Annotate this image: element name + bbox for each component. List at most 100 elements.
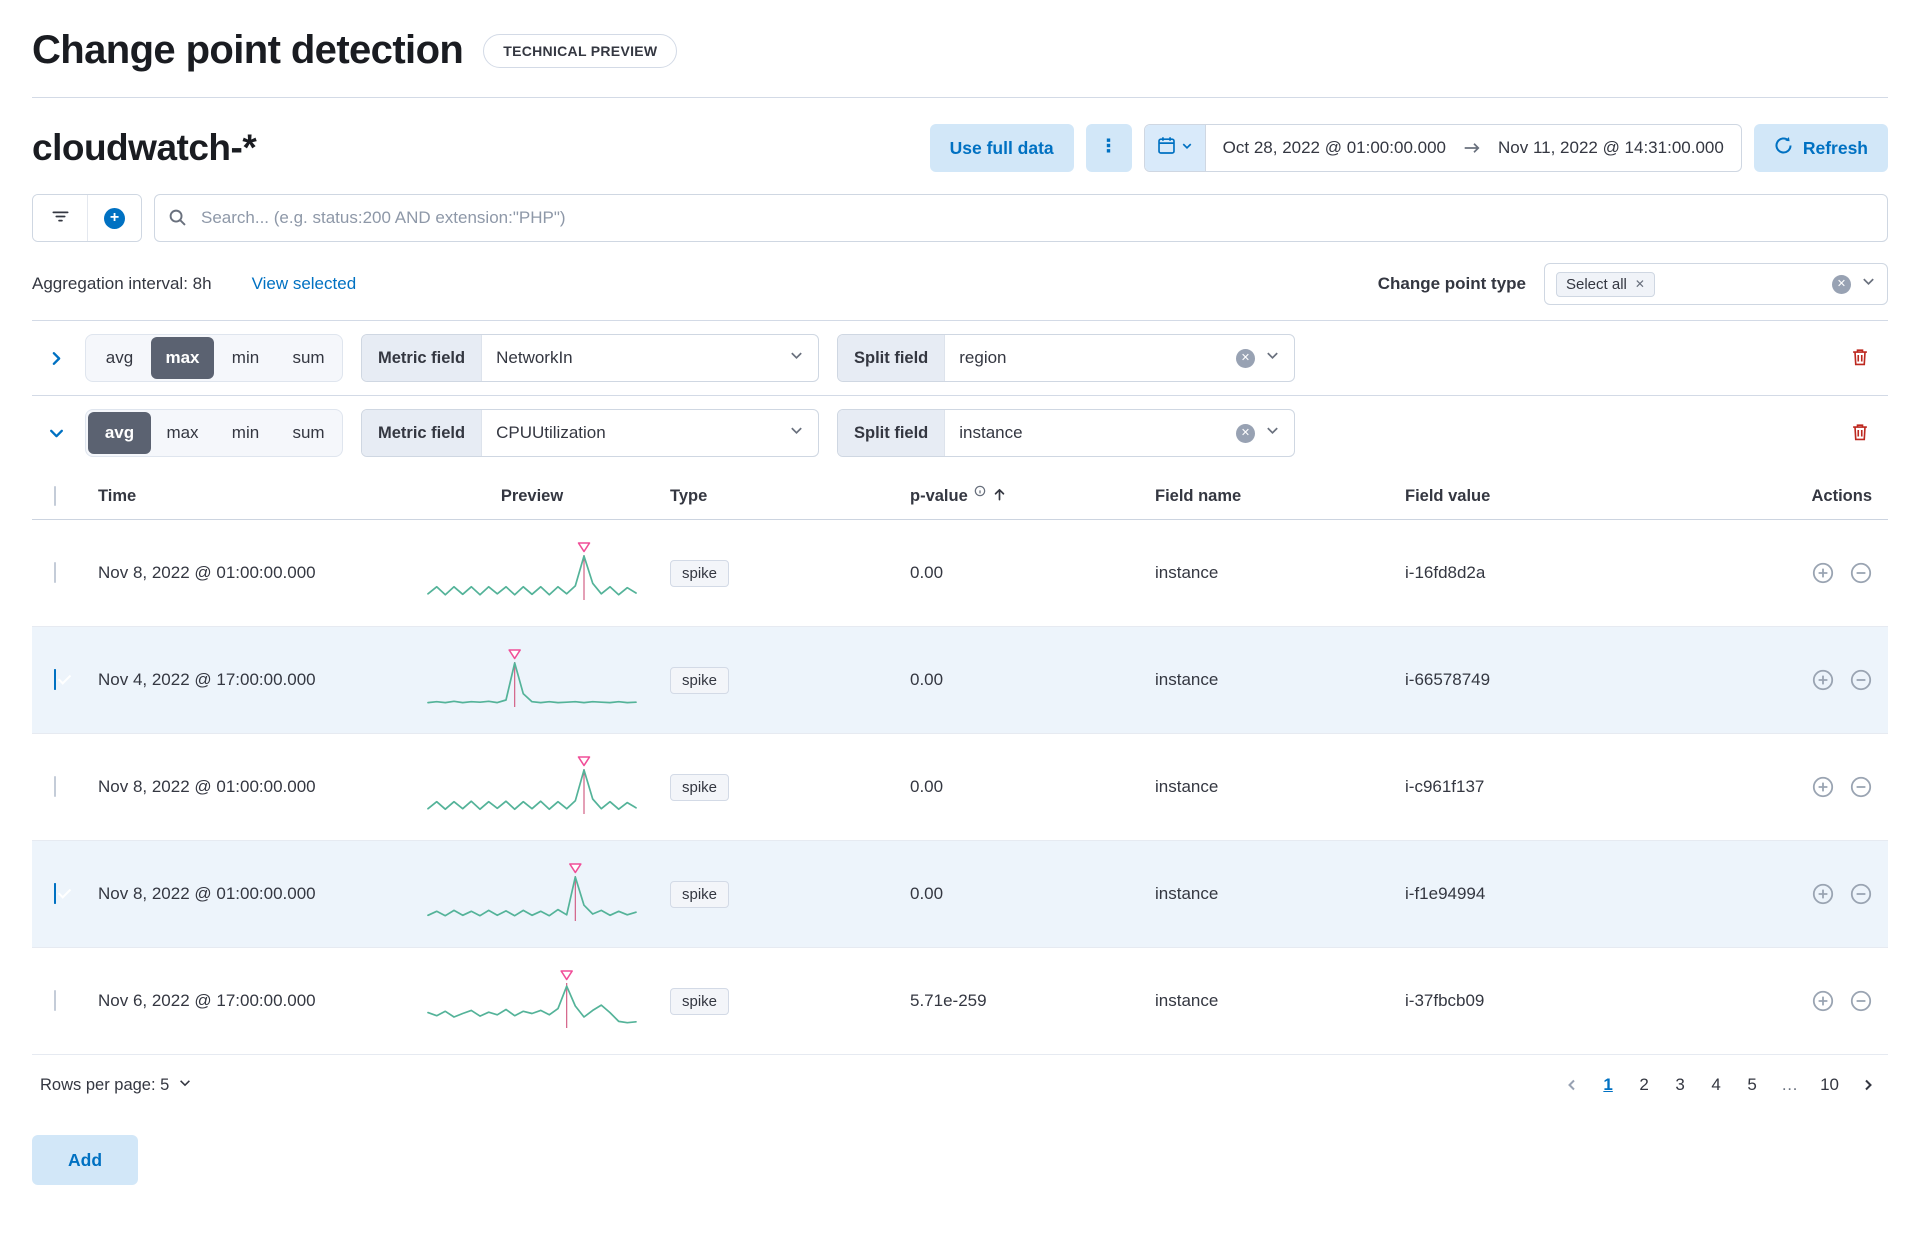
- preview-sparkline: [402, 861, 662, 927]
- expand-chevron-down-icon[interactable]: [46, 423, 67, 444]
- plus-circle-icon: +: [104, 207, 125, 229]
- remove-filter-minus-button[interactable]: [1850, 883, 1872, 905]
- change-point-type-combobox[interactable]: Select all ✕ ✕: [1544, 263, 1888, 305]
- search-input[interactable]: [154, 194, 1888, 242]
- split-field-value: instance: [959, 423, 1023, 442]
- header-preview: Preview: [500, 487, 564, 505]
- selected-type-pill: Select all ✕: [1556, 271, 1655, 297]
- prev-page-chevron-icon[interactable]: [1560, 1073, 1584, 1097]
- split-field-control: Split field region ✕: [837, 334, 1295, 382]
- table-row: Nov 6, 2022 @ 17:00:00.000 spike 5.71e-2…: [32, 948, 1888, 1055]
- chevron-down-icon[interactable]: [1861, 274, 1876, 294]
- date-quick-select-button[interactable]: [1144, 125, 1206, 171]
- header-actions: Actions: [1811, 487, 1872, 505]
- pagination-ellipsis: …: [1781, 1075, 1799, 1094]
- add-filter-plus-button[interactable]: [1812, 776, 1834, 798]
- row-field-value: i-37fbcb09: [1405, 991, 1485, 1010]
- row-checkbox[interactable]: [54, 562, 56, 583]
- boxes-vertical-icon: [1100, 137, 1117, 159]
- table-row: Nov 8, 2022 @ 01:00:00.000 spike 0.00 in…: [32, 841, 1888, 948]
- page-number-button[interactable]: 1: [1596, 1071, 1620, 1099]
- index-pattern-title: cloudwatch-*: [32, 127, 257, 168]
- row-field-value: i-16fd8d2a: [1405, 563, 1486, 582]
- add-label: Add: [68, 1149, 103, 1170]
- row-field-name: instance: [1155, 884, 1219, 903]
- remove-filter-minus-button[interactable]: [1850, 776, 1872, 798]
- agg-max-button[interactable]: max: [151, 337, 214, 379]
- page-number-button[interactable]: 5: [1740, 1071, 1764, 1099]
- row-time: Nov 8, 2022 @ 01:00:00.000: [98, 777, 316, 796]
- type-badge: spike: [670, 666, 730, 694]
- clear-split-field-icon[interactable]: ✕: [1236, 348, 1255, 368]
- header-field-value: Field value: [1405, 487, 1491, 505]
- view-selected-link[interactable]: View selected: [251, 274, 357, 293]
- expand-chevron-right-icon[interactable]: [46, 348, 67, 369]
- remove-filter-minus-button[interactable]: [1850, 990, 1872, 1012]
- next-page-chevron-icon[interactable]: [1856, 1073, 1880, 1097]
- metric-field-select[interactable]: CPUUtilization: [482, 410, 818, 456]
- row-time: Nov 8, 2022 @ 01:00:00.000: [98, 884, 316, 903]
- table-row: Nov 8, 2022 @ 01:00:00.000 spike 0.00 in…: [32, 734, 1888, 841]
- metric-field-value: CPUUtilization: [496, 423, 606, 442]
- trash-icon: [1850, 347, 1870, 370]
- add-filter-plus-button[interactable]: [1812, 669, 1834, 691]
- start-date-button[interactable]: Oct 28, 2022 @ 01:00:00.000: [1206, 125, 1463, 171]
- clear-selection-icon[interactable]: ✕: [1832, 274, 1851, 294]
- type-badge: spike: [670, 559, 730, 587]
- page-number-button[interactable]: 3: [1668, 1071, 1692, 1099]
- type-badge: spike: [670, 773, 730, 801]
- page-number-button[interactable]: 4: [1704, 1071, 1728, 1099]
- add-filter-plus-button[interactable]: [1812, 883, 1834, 905]
- boxes-vertical-button[interactable]: [1085, 124, 1132, 172]
- row-checkbox[interactable]: [54, 669, 56, 690]
- toolbar-right: Use full data Oct 28, 2022 @ 01:00:00.00…: [929, 124, 1888, 172]
- add-configuration-button[interactable]: Add: [32, 1135, 139, 1185]
- row-checkbox[interactable]: [54, 990, 56, 1011]
- select-all-checkbox[interactable]: [54, 486, 56, 506]
- row-field-value: i-c961f137: [1405, 777, 1485, 796]
- row-p-value: 0.00: [910, 563, 944, 582]
- delete-config-button[interactable]: [1844, 416, 1876, 451]
- page-number-button[interactable]: 10: [1815, 1071, 1844, 1099]
- agg-avg-button[interactable]: avg: [88, 412, 151, 454]
- clear-split-field-icon[interactable]: ✕: [1236, 423, 1255, 443]
- add-filter-plus-button[interactable]: [1812, 990, 1834, 1012]
- agg-min-button[interactable]: min: [214, 337, 277, 379]
- metric-field-control: Metric field CPUUtilization: [361, 409, 819, 457]
- add-filter-plus-button[interactable]: [1812, 562, 1834, 584]
- metric-field-select[interactable]: NetworkIn: [482, 335, 818, 381]
- header-p-value[interactable]: p-value: [902, 485, 1147, 507]
- rows-per-page-button[interactable]: Rows per page: 5: [40, 1076, 192, 1095]
- delete-config-button[interactable]: [1844, 341, 1876, 376]
- header-field-name: Field name: [1155, 487, 1242, 505]
- row-p-value: 0.00: [910, 670, 944, 689]
- remove-pill-icon[interactable]: ✕: [1634, 277, 1645, 291]
- technical-preview-badge: TECHNICAL PREVIEW: [483, 33, 678, 68]
- row-checkbox[interactable]: [54, 883, 56, 904]
- remove-filter-minus-button[interactable]: [1850, 562, 1872, 584]
- header-time[interactable]: Time: [98, 487, 137, 505]
- split-field-select[interactable]: region ✕: [945, 335, 1294, 381]
- page-number-button[interactable]: 2: [1632, 1071, 1656, 1099]
- metric-field-control: Metric field NetworkIn: [361, 334, 819, 382]
- rows-per-page-label: Rows per page: 5: [40, 1075, 170, 1094]
- agg-sum-button[interactable]: sum: [277, 412, 340, 454]
- row-field-name: instance: [1155, 670, 1219, 689]
- add-filter-button[interactable]: +: [87, 195, 141, 241]
- type-badge: spike: [670, 987, 730, 1015]
- use-full-data-button[interactable]: Use full data: [929, 124, 1074, 172]
- remove-filter-minus-button[interactable]: [1850, 669, 1872, 691]
- split-field-select[interactable]: instance ✕: [945, 410, 1294, 456]
- refresh-button[interactable]: Refresh: [1753, 124, 1888, 172]
- agg-sum-button[interactable]: sum: [277, 337, 340, 379]
- end-date-button[interactable]: Nov 11, 2022 @ 14:31:00.000: [1481, 125, 1741, 171]
- agg-avg-button[interactable]: avg: [88, 337, 151, 379]
- agg-max-button[interactable]: max: [151, 412, 214, 454]
- agg-min-button[interactable]: min: [214, 412, 277, 454]
- filter-button[interactable]: [33, 195, 87, 241]
- search-box: [154, 194, 1888, 242]
- row-time: Nov 8, 2022 @ 01:00:00.000: [98, 563, 316, 582]
- combo-controls: ✕: [1832, 274, 1876, 294]
- row-checkbox[interactable]: [54, 776, 56, 797]
